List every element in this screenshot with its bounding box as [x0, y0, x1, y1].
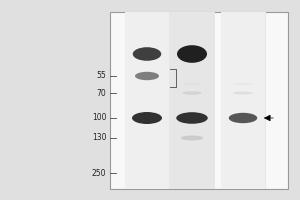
- Ellipse shape: [182, 91, 202, 95]
- Ellipse shape: [176, 112, 208, 124]
- Ellipse shape: [181, 136, 203, 140]
- Bar: [124, 12, 170, 189]
- Bar: [110, 12, 288, 189]
- Text: 55: 55: [97, 72, 106, 80]
- Ellipse shape: [229, 113, 257, 123]
- Ellipse shape: [183, 83, 201, 86]
- Text: 250: 250: [92, 168, 106, 178]
- Ellipse shape: [135, 72, 159, 80]
- Bar: [221, 12, 265, 189]
- Text: 100: 100: [92, 114, 106, 122]
- Bar: [169, 12, 214, 189]
- Ellipse shape: [177, 45, 207, 63]
- Ellipse shape: [234, 83, 252, 85]
- Bar: [125, 12, 169, 189]
- Ellipse shape: [133, 47, 161, 61]
- Bar: [220, 12, 266, 189]
- Ellipse shape: [233, 92, 253, 95]
- Text: 70: 70: [97, 88, 106, 98]
- Text: 130: 130: [92, 134, 106, 142]
- Ellipse shape: [132, 112, 162, 124]
